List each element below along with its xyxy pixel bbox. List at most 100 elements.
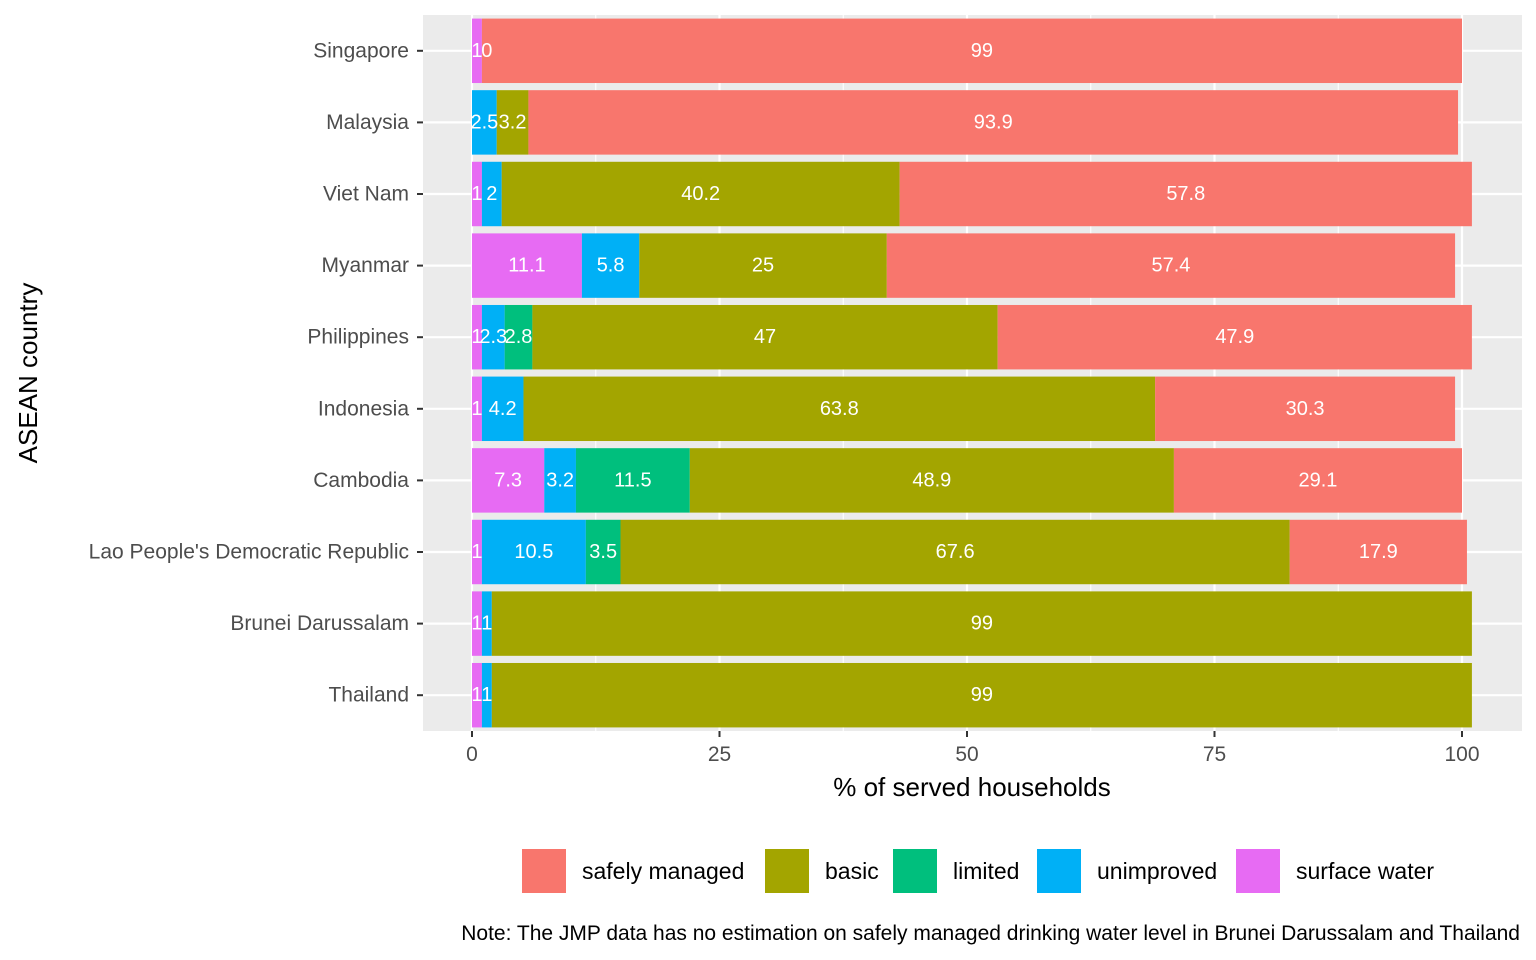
bar-segment [472,304,482,370]
bar-value-label: 4.2 [489,398,517,420]
bar-segment [1173,448,1462,513]
bar-value-label: 67.6 [936,541,975,563]
y-axis: Singapore Malaysia Viet Nam Myanmar Philippi… [89,39,423,707]
bar-value-label: 3.2 [546,469,574,491]
bar-segment [886,233,1456,298]
bar-value-label: 57.8 [1166,183,1205,205]
y-tick-label: Singapore [313,39,409,62]
bar-value-label: 99 [971,684,993,706]
bar-value-label: 0 [481,40,492,62]
bar-segment [481,591,492,656]
bar-value-label: 3.5 [589,541,617,563]
bar-segment [491,591,1472,656]
bar-segment [491,662,1472,728]
legend-item: surface water [1236,849,1434,893]
bar-segment [504,304,533,370]
y-tick-label: Malaysia [326,111,409,134]
bar-segment [472,591,482,656]
bar-segment [1155,376,1456,442]
legend-label: surface water [1296,858,1434,884]
x-axis-title: % of served households [833,772,1111,802]
bar-segment [481,161,502,227]
bar-value-label: 57.4 [1151,255,1190,277]
x-tick-label: 75 [1203,743,1226,766]
y-axis-title: ASEAN country [13,283,43,464]
y-tick-label: Lao People's Democratic Republic [89,541,409,564]
bar-value-label: 25 [752,255,774,277]
bar-segment [620,519,1290,585]
bar-segment [523,376,1156,442]
legend-item: unimproved [1037,849,1217,893]
bar-value-label: 17.9 [1359,541,1398,563]
legend-key [893,849,937,893]
footnote: Note: The JMP data has no estimation on … [461,922,1520,945]
legend-key [522,849,566,893]
bar-segment [481,304,505,370]
bar-segment [501,161,900,227]
bar-segment [472,161,482,227]
bar-value-label: 63.8 [820,398,859,420]
legend-label: limited [953,858,1019,884]
x-tick-label: 25 [708,743,731,766]
bar-segment [481,18,1462,84]
bar-segment [472,233,582,298]
bar-segment [575,448,690,513]
bar-segment [472,662,482,728]
bar-value-label: 1 [471,40,482,62]
bar-segment [899,161,1472,227]
x-tick-label: 50 [955,743,978,766]
y-tick-label: Myanmar [321,254,409,277]
legend-item: basic [765,849,879,893]
legend-key [1236,849,1280,893]
legend-label: unimproved [1097,858,1217,884]
bar-value-label: 1 [471,613,482,635]
bar-value-label: 48.9 [912,469,951,491]
bar-value-label: 10.5 [514,541,553,563]
bar-value-label: 30.3 [1286,398,1325,420]
bar-value-label: 1 [481,684,492,706]
bar-value-label: 1 [471,326,482,348]
y-tick-label: Viet Nam [323,183,409,206]
y-tick-label: Cambodia [313,469,409,492]
y-tick-label: Philippines [307,326,409,349]
bar-value-label: 1 [471,684,482,706]
bar-segment [496,90,529,155]
bar-segment [481,519,586,585]
bar-value-label: 1 [471,541,482,563]
bar-value-label: 99 [971,613,993,635]
bar-segment [585,519,621,585]
legend-label: basic [825,858,879,884]
legend-item: limited [893,849,1019,893]
bar-value-label: 2 [486,183,497,205]
legend: safely managed basic limited unimproved surf… [522,849,1434,893]
bar-value-label: 1 [471,398,482,420]
bar-segment [472,376,482,442]
bar-segment [472,448,545,513]
bar-value-label: 2.3 [479,326,507,348]
bar-segment [472,519,482,585]
bar-value-label: 5.8 [597,255,625,277]
bar-value-label: 1 [471,183,482,205]
x-tick-label: 100 [1444,743,1479,766]
bar-value-label: 40.2 [681,183,720,205]
bar-value-label: 11.1 [508,255,545,277]
bar-segment [481,662,492,728]
bar-segment [689,448,1174,513]
bar-segment [472,90,497,155]
bar-value-label: 47 [754,326,776,348]
bar-value-label: 3.2 [499,111,527,133]
bars [472,18,1472,728]
legend-label: safely managed [582,858,744,884]
x-axis: 0 25 50 75 100 [466,731,1480,766]
bar-segment [472,18,482,84]
bar-value-label: 47.9 [1215,326,1254,348]
bar-value-label: 11.5 [614,469,651,491]
bar-value-label: 93.9 [974,111,1013,133]
legend-key [765,849,809,893]
bar-segment [528,90,1459,155]
legend-item: safely managed [522,849,744,893]
legend-key [1037,849,1081,893]
bar-segment [481,376,524,442]
bar-segment [532,304,998,370]
